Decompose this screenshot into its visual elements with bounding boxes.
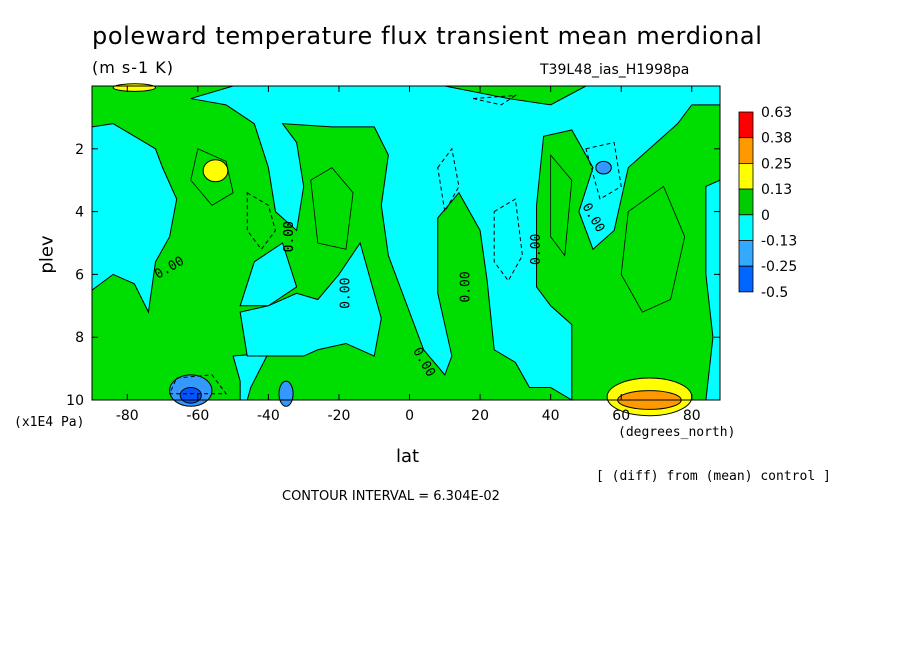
thin-contour <box>190 148 234 206</box>
y-axis-label: plev <box>36 235 58 274</box>
contour-interval: CONTOUR INTERVAL = 6.304E-02 <box>282 489 500 504</box>
negative-region <box>239 241 382 357</box>
x-tick-label: -20 <box>328 408 351 424</box>
x-tick-label: 40 <box>542 408 560 424</box>
negative-region <box>190 85 721 401</box>
x-axis-label: lat <box>396 446 420 467</box>
y-tick-label: 4 <box>75 205 84 221</box>
legend-swatch <box>738 137 754 164</box>
contour-label: 0.00 <box>282 221 297 252</box>
legend-label: -0.5 <box>761 285 788 301</box>
x-tick-label: -40 <box>257 408 280 424</box>
chart-title: poleward temperature flux transient mean… <box>92 22 763 50</box>
x-axis-unit: (degrees_north) <box>618 425 736 440</box>
legend-swatch <box>738 162 754 190</box>
x-tick-label: 0 <box>405 408 414 424</box>
legend-swatch <box>738 214 754 241</box>
x-tick-label: 20 <box>471 408 489 424</box>
dashed-contour <box>493 198 523 282</box>
contour-label: 0.00 <box>458 271 473 302</box>
weak-positive-blob <box>202 159 229 183</box>
plot-frame <box>91 85 721 401</box>
legend-label: -0.25 <box>761 259 797 275</box>
legend-label: 0.13 <box>761 182 792 198</box>
legend-swatch <box>738 265 754 293</box>
run-id: T39L48_ias_H1998pa <box>540 62 690 78</box>
y-tick-label: 8 <box>75 330 84 346</box>
x-tick-label: 80 <box>683 408 701 424</box>
thin-contour <box>310 167 354 250</box>
x-tick-label: -80 <box>116 408 139 424</box>
legend-swatch <box>738 240 754 267</box>
x-tick-label: -60 <box>186 408 209 424</box>
y-tick-label: 10 <box>66 393 84 409</box>
thin-contour <box>620 185 686 313</box>
dashed-contour <box>585 141 622 200</box>
y-tick-label: 2 <box>75 142 84 158</box>
legend-swatch <box>738 188 754 216</box>
strongest-negative-blob <box>179 386 202 404</box>
legend-label: 0.25 <box>761 156 792 172</box>
negative-region <box>239 242 298 307</box>
y-tick-label: 6 <box>75 267 84 283</box>
legend-swatch <box>738 111 754 139</box>
legend-label: 0 <box>761 208 770 224</box>
negative-region <box>91 123 270 401</box>
diff-note: [ (diff) from (mean) control ] <box>596 469 831 484</box>
legend-label: 0.63 <box>761 105 792 121</box>
x-tick-label: 60 <box>612 408 630 424</box>
strong-negative-blob <box>278 380 294 407</box>
y-axis-unit: (x1E4 Pa) <box>14 415 85 430</box>
dashed-contour <box>472 94 518 106</box>
contour-label: 0.00 <box>339 278 354 309</box>
strong-negative-blob <box>595 160 612 175</box>
thin-contour <box>550 153 573 257</box>
weak-positive-blob <box>112 83 157 92</box>
dashed-contour <box>168 374 228 395</box>
legend-label: 0.38 <box>761 131 792 147</box>
dashed-contour <box>437 147 460 214</box>
legend-label: -0.13 <box>761 234 797 250</box>
contour-label: 0.00 <box>529 234 544 265</box>
contour-label: 0.00 <box>282 221 297 252</box>
chart-units: (m s-1 K) <box>92 58 175 77</box>
